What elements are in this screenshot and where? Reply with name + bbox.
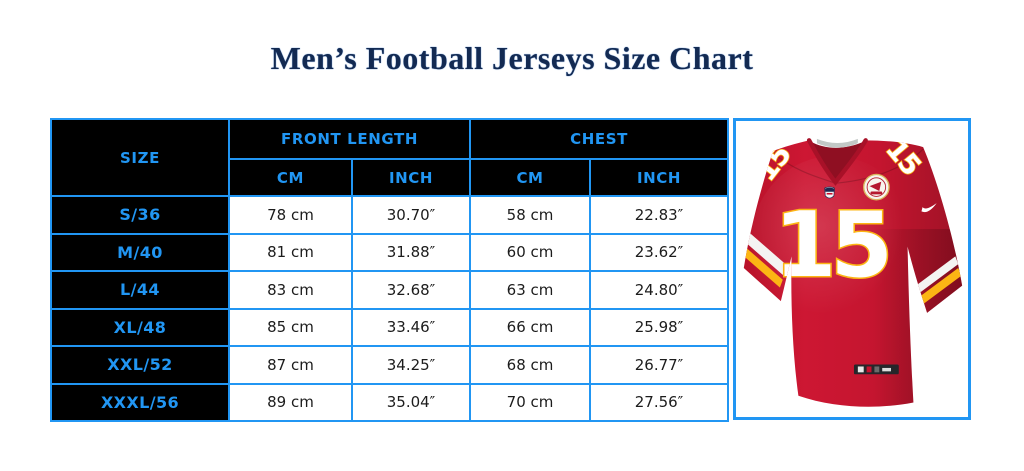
size-cell: S/36 [50,195,230,235]
chest-cm-cell: 68 cm [469,345,592,385]
table-row: XXL/52 87 cm 34.25″ 68 cm 26.77″ [50,345,730,385]
table-row: M/40 81 cm 31.88″ 60 cm 23.62″ [50,232,730,272]
table-row: XL/48 85 cm 33.46″ 66 cm 25.98″ [50,307,730,347]
chest-cm-cell: 63 cm [469,270,592,310]
front-inch-cell: 32.68″ [350,270,472,310]
size-cell: M/40 [50,232,230,272]
collar-opening [810,141,865,181]
chest-cm-cell: 60 cm [469,232,592,272]
size-cell: XXXL/56 [50,382,230,422]
jersey-number: 15 [774,194,888,298]
sleeve-stripe-white-right [917,256,959,293]
page-title: Men’s Football Jerseys Size Chart [270,40,754,76]
sleeve-stripe-gold-left [743,246,783,288]
chest-inch-cell: 27.56″ [589,382,730,422]
chest-inch-cell: 23.62″ [589,232,730,272]
table-row: XXXL/56 89 cm 35.04″ 70 cm 27.56″ [50,382,730,422]
size-cell: XL/48 [50,307,230,347]
chest-cm-cell: 66 cm [469,307,592,347]
collar-trim [806,138,868,186]
jersey-image: 15 15 15 [743,138,963,407]
chest-inch-cell: 22.83″ [589,195,730,235]
chest-inch-cell: 26.77″ [589,345,730,385]
front-inch-cell: 31.88″ [350,232,472,272]
jersey-box: 15 15 15 [733,118,971,420]
front-cm-cell: 81 cm [228,232,353,272]
header-chest-inch: INCH [589,158,730,197]
header-front-length: FRONT LENGTH [227,118,472,160]
front-cm-cell: 83 cm [228,270,353,310]
sleeve-stripe-white-left [744,231,787,275]
front-cm-cell: 78 cm [228,195,353,235]
front-inch-cell: 35.04″ [350,382,472,422]
front-inch-cell: 34.25″ [350,345,472,385]
size-chart-table: SIZE FRONT LENGTH CHEST CM INCH CM INCH … [50,118,730,422]
header-size: SIZE [50,118,230,197]
table-row: S/36 78 cm 30.70″ 58 cm 22.83″ [50,195,730,235]
jock-tag [853,364,899,375]
front-cm-cell: 87 cm [228,345,353,385]
front-cm-cell: 89 cm [228,382,353,422]
front-inch-cell: 33.46″ [350,307,472,347]
front-cm-cell: 85 cm [228,307,353,347]
header-chest-cm: CM [469,158,592,197]
chest-inch-cell: 25.98″ [589,307,730,347]
size-cell: XXL/52 [50,345,230,385]
header-chest: CHEST [469,118,730,160]
front-inch-cell: 30.70″ [350,195,472,235]
chest-cm-cell: 58 cm [469,195,592,235]
sleeve-stripe-gold-right [920,268,962,305]
header-front-cm: CM [228,158,353,197]
nike-swoosh-icon [921,203,937,213]
chest-cm-cell: 70 cm [469,382,592,422]
nfl-shield-icon [824,186,835,199]
size-cell: L/44 [50,270,230,310]
header-front-inch: INCH [350,158,472,197]
collar-tape [816,138,858,148]
table-row: L/44 83 cm 32.68″ 63 cm 24.80″ [50,270,730,310]
chiefs-patch-icon [863,173,890,201]
chest-inch-cell: 24.80″ [589,270,730,310]
